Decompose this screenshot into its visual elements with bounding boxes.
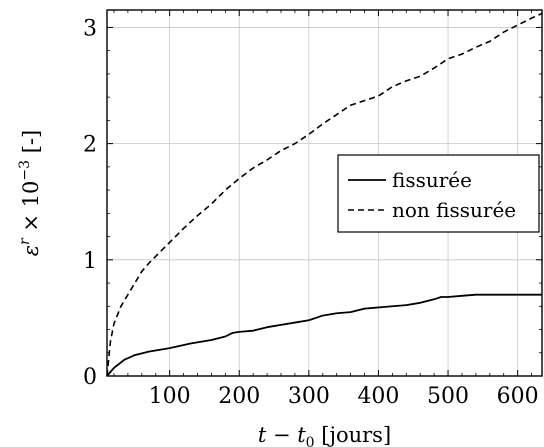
- x-tick-label: 200: [218, 384, 260, 409]
- x-tick-label: 100: [149, 384, 191, 409]
- y-tick-label: 2: [83, 133, 97, 158]
- x-tick-label: 400: [357, 384, 399, 409]
- x-tick-label: 300: [288, 384, 330, 409]
- x-axis-title: t − t0 [jours]: [258, 423, 391, 447]
- plot-frame: [106, 9, 543, 377]
- y-axis-title: εr × 10−3 [-]: [17, 130, 43, 256]
- series-lines: [106, 12, 543, 377]
- legend: fissurée non fissurée: [337, 154, 540, 233]
- x-tick-label: 600: [497, 384, 539, 409]
- series-line-fissuree: [106, 293, 542, 377]
- x-tick-label: 500: [427, 384, 469, 409]
- legend-box: [337, 154, 540, 233]
- legend-label-fissuree: fissurée: [392, 168, 472, 192]
- y-tick-label: 3: [83, 16, 97, 41]
- major-ticks: [107, 10, 542, 377]
- y-tick-label: 1: [83, 249, 97, 274]
- series-line-non-fissuree: [106, 12, 543, 377]
- y-tick-label: 0: [83, 365, 97, 390]
- legend-label-non-fissuree: non fissurée: [392, 198, 516, 222]
- tick-labels: 100 200 300 400 500 600 0 1 2 3: [83, 16, 539, 409]
